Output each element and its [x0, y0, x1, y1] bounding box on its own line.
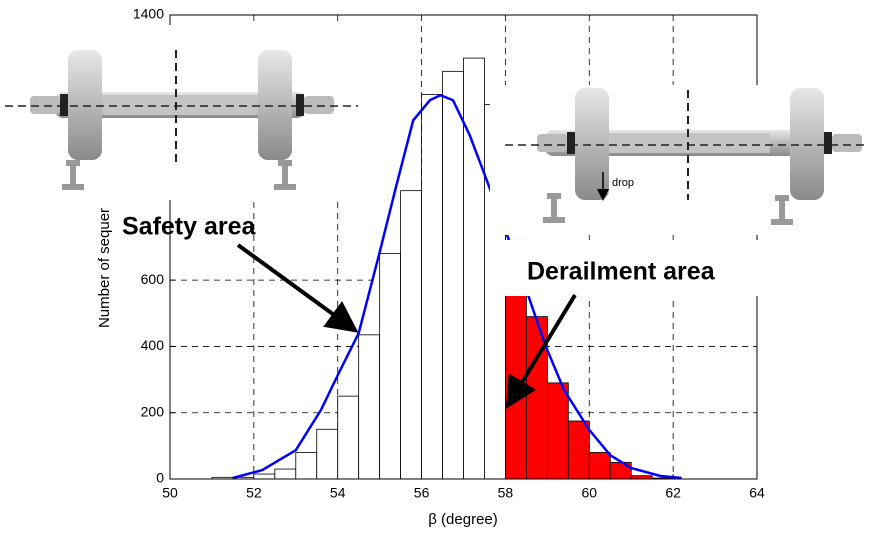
x-tick-label: 50 — [162, 485, 178, 501]
x-axis-label: β (degree) — [428, 511, 498, 528]
y-axis-label: Number of sequer — [96, 208, 113, 328]
bar — [421, 94, 443, 480]
x-tick-label: 60 — [581, 485, 597, 501]
bar — [316, 428, 339, 480]
y-tick-label: 400 — [141, 337, 165, 353]
annotation-arrow — [236, 243, 359, 333]
x-tick-label: 62 — [665, 485, 681, 501]
fit-curve — [232, 93, 682, 480]
x-tick-label: 54 — [330, 485, 346, 501]
bar — [379, 253, 402, 480]
bar — [546, 382, 569, 480]
label-background — [505, 240, 760, 296]
bar — [358, 334, 381, 480]
bar — [253, 473, 276, 480]
wheelset-image-right — [490, 85, 870, 235]
bar — [567, 420, 590, 480]
bar — [274, 468, 297, 480]
x-tick-label: 64 — [749, 485, 765, 501]
image-label: drop — [612, 177, 634, 189]
y-tick-label: 0 — [156, 470, 164, 486]
bar — [337, 395, 360, 480]
x-tick-label: 52 — [246, 485, 262, 501]
wheelset-image-left — [0, 25, 360, 200]
bar — [588, 452, 611, 480]
x-tick-label: 58 — [498, 485, 514, 501]
bar — [442, 70, 464, 480]
x-tick-label: 56 — [414, 485, 430, 501]
bar — [400, 190, 422, 480]
annotation-arrow — [505, 293, 577, 409]
annotation: Safety area — [122, 213, 257, 241]
y-tick-label: 600 — [141, 271, 165, 287]
y-tick-label: 1400 — [133, 6, 164, 22]
annotation: Derailment area — [527, 258, 716, 286]
bar — [463, 57, 485, 480]
y-tick-label: 200 — [141, 403, 165, 419]
bar — [295, 452, 318, 480]
